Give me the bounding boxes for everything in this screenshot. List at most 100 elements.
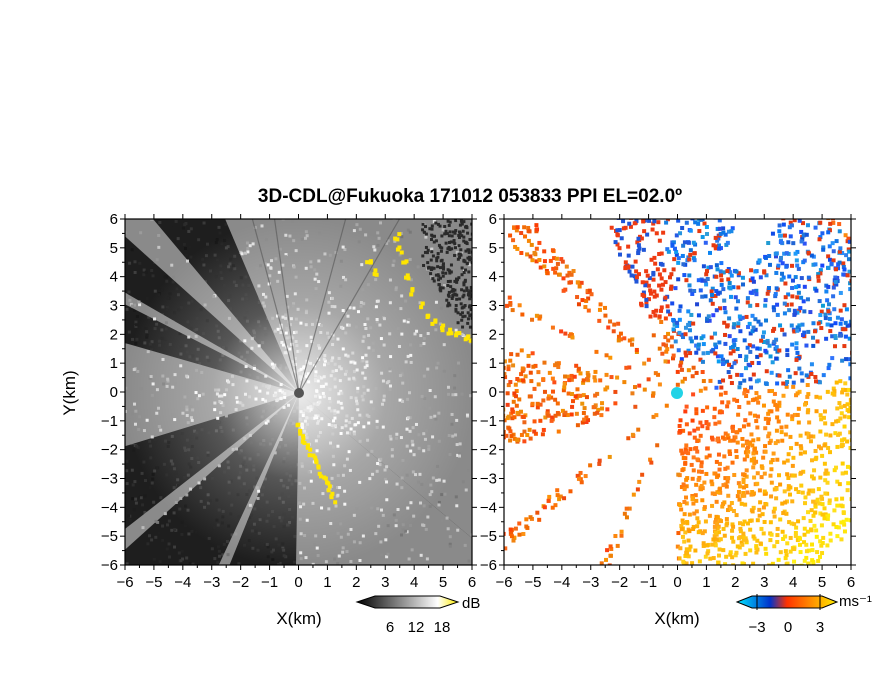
right-velocity-pixel [473, 397, 477, 401]
right-velocity-pixel [816, 278, 821, 283]
right-velocity-pixel [823, 491, 828, 496]
left-noise-pixel [183, 524, 187, 528]
right-velocity-pixel [708, 192, 712, 196]
right-velocity-pixel [681, 595, 685, 599]
left-noise-pixel [445, 232, 449, 236]
right-velocity-pixel [730, 528, 735, 533]
left-strong-echo-pixel [410, 287, 415, 292]
right-velocity-pixel [798, 444, 803, 449]
right-velocity-pixel [735, 188, 739, 192]
right-velocity-pixel [748, 349, 753, 354]
right-velocity-pixel [775, 404, 780, 409]
right-velocity-pixel [617, 228, 622, 233]
right-velocity-pixel [759, 526, 764, 531]
right-velocity-pixel [786, 368, 791, 373]
right-velocity-pixel [693, 188, 697, 192]
right-velocity-pixel [739, 373, 744, 378]
left-strong-echo-pixel [326, 481, 331, 486]
right-velocity-pixel [712, 524, 717, 529]
left-noise-pixel [455, 293, 459, 297]
right-velocity-pixel [805, 529, 810, 534]
right-velocity-pixel [584, 419, 589, 424]
right-velocity-pixel [706, 549, 711, 554]
right-velocity-pixel [661, 211, 665, 215]
right-velocity-pixel [721, 230, 726, 235]
right-velocity-pixel [510, 308, 515, 313]
left-strong-echo-pixel [305, 443, 310, 448]
right-velocity-pixel [817, 380, 822, 385]
right-velocity-pixel [680, 534, 685, 539]
right-velocity-pixel [790, 417, 795, 422]
right-velocity-pixel [658, 308, 663, 313]
right-velocity-pixel [665, 247, 670, 252]
right-velocity-pixel [735, 398, 740, 403]
right-velocity-pixel [716, 489, 721, 494]
left-noise-pixel [470, 261, 472, 265]
right-velocity-pixel [627, 269, 632, 274]
right-velocity-pixel [689, 196, 693, 200]
right-velocity-pixel [825, 543, 830, 548]
right-velocity-pixel [717, 207, 721, 211]
right-velocity-pixel [715, 521, 720, 526]
left-noise-pixel [457, 234, 461, 238]
right-velocity-pixel [763, 303, 768, 308]
right-velocity-pixel [674, 192, 678, 196]
right-velocity-pixel [722, 587, 726, 591]
right-velocity-pixel [679, 367, 684, 372]
right-velocity-pixel [702, 592, 706, 596]
left-echo-pixel [399, 204, 402, 207]
right-velocity-pixel [517, 532, 522, 537]
right-velocity-pixel [810, 474, 815, 479]
right-velocity-pixel [624, 206, 628, 210]
left-echo-pixel [343, 597, 346, 600]
right-velocity-pixel [825, 516, 830, 521]
right-velocity-pixel [855, 250, 859, 254]
right-velocity-pixel [553, 270, 558, 275]
right-velocity-pixel [681, 520, 686, 525]
left-echo-pixel [320, 176, 323, 179]
left-noise-pixel [172, 223, 176, 227]
right-velocity-pixel [705, 179, 709, 183]
left-echo-pixel [362, 611, 365, 614]
left-echo-pixel [328, 609, 331, 612]
left-noise-pixel [468, 238, 472, 242]
right-velocity-pixel [784, 384, 789, 389]
right-velocity-pixel [624, 172, 628, 176]
right-velocity-pixel [663, 295, 668, 300]
right-velocity-pixel [795, 310, 800, 315]
right-velocity-pixel [866, 412, 870, 416]
left-echo-pixel [85, 442, 88, 445]
right-velocity-pixel [654, 231, 659, 236]
right-velocity-pixel [567, 270, 572, 275]
right-velocity-pixel [867, 332, 871, 336]
right-velocity-pixel [564, 264, 569, 269]
left-echo-pixel [308, 598, 311, 601]
left-noise-pixel [424, 225, 428, 229]
right-velocity-pixel [726, 183, 730, 187]
right-velocity-pixel [781, 536, 786, 541]
right-velocity-pixel [504, 418, 507, 423]
right-velocity-pixel [828, 221, 833, 226]
right-velocity-pixel [636, 251, 641, 256]
right-velocity-pixel [804, 542, 809, 547]
right-velocity-pixel [723, 183, 727, 187]
right-velocity-pixel [753, 317, 758, 322]
right-velocity-pixel [499, 394, 503, 398]
left-noise-pixel [469, 295, 472, 299]
left-strong-echo-pixel [368, 260, 373, 265]
right-velocity-pixel [636, 272, 641, 277]
right-velocity-pixel [478, 433, 482, 437]
right-velocity-pixel [864, 252, 868, 256]
right-velocity-pixel [823, 316, 828, 321]
right-velocity-pixel [607, 454, 612, 459]
right-velocity-pixel [811, 476, 816, 481]
right-velocity-pixel [514, 403, 519, 408]
right-velocity-pixel [802, 540, 807, 545]
right-velocity-pixel [719, 282, 724, 287]
right-velocity-pixel [866, 496, 870, 500]
right-velocity-pixel [757, 513, 762, 518]
right-velocity-pixel [593, 369, 598, 374]
right-velocity-pixel [644, 269, 649, 274]
right-velocity-pixel [680, 594, 684, 598]
left-noise-pixel [125, 307, 129, 311]
